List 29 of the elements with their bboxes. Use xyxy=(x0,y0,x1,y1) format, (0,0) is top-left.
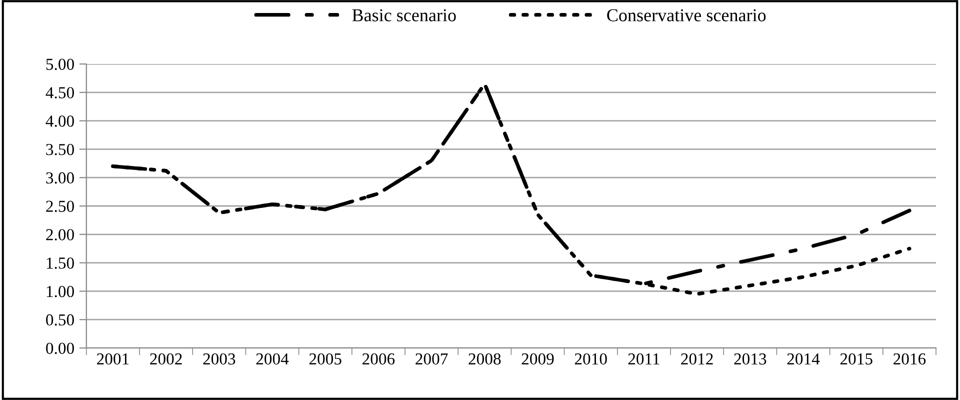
x-tick-label: 2004 xyxy=(256,353,289,365)
x-tick-label: 2014 xyxy=(787,353,820,365)
y-tick-label: 1.00 xyxy=(46,286,74,298)
x-tick-label: 2005 xyxy=(309,353,342,365)
legend-label: Conservative scenario xyxy=(607,9,766,22)
y-tick-label: 4.00 xyxy=(46,116,74,127)
y-tick-label: 2.00 xyxy=(46,229,74,240)
legend-label: Basic scenario xyxy=(352,9,456,22)
x-tick-label: 2006 xyxy=(362,353,395,365)
y-tick-label: 1.50 xyxy=(46,258,74,269)
x-tick-label: 2012 xyxy=(681,353,713,365)
y-tick-label: 2.50 xyxy=(46,200,74,212)
x-tick-label: 2016 xyxy=(894,353,926,365)
x-tick-label: 2001 xyxy=(97,353,129,365)
y-tick-label: 3.00 xyxy=(46,172,74,184)
x-tick-label: 2007 xyxy=(416,353,448,365)
x-tick-label: 2011 xyxy=(628,353,660,365)
y-tick-label: 4.50 xyxy=(46,87,74,98)
x-tick-label: 2003 xyxy=(203,353,236,365)
y-tick-label: 0.00 xyxy=(46,342,74,354)
y-tick-label: 3.50 xyxy=(46,144,74,156)
x-tick-label: 2009 xyxy=(522,353,554,365)
x-tick-label: 2010 xyxy=(574,353,607,365)
x-tick-label: 2002 xyxy=(150,353,182,365)
x-tick-label: 2008 xyxy=(468,353,501,365)
y-tick-label: 5.00 xyxy=(46,58,74,70)
y-tick-label: 0.50 xyxy=(46,314,74,326)
x-tick-label: 2013 xyxy=(734,353,766,365)
x-tick-label: 2015 xyxy=(840,353,872,365)
